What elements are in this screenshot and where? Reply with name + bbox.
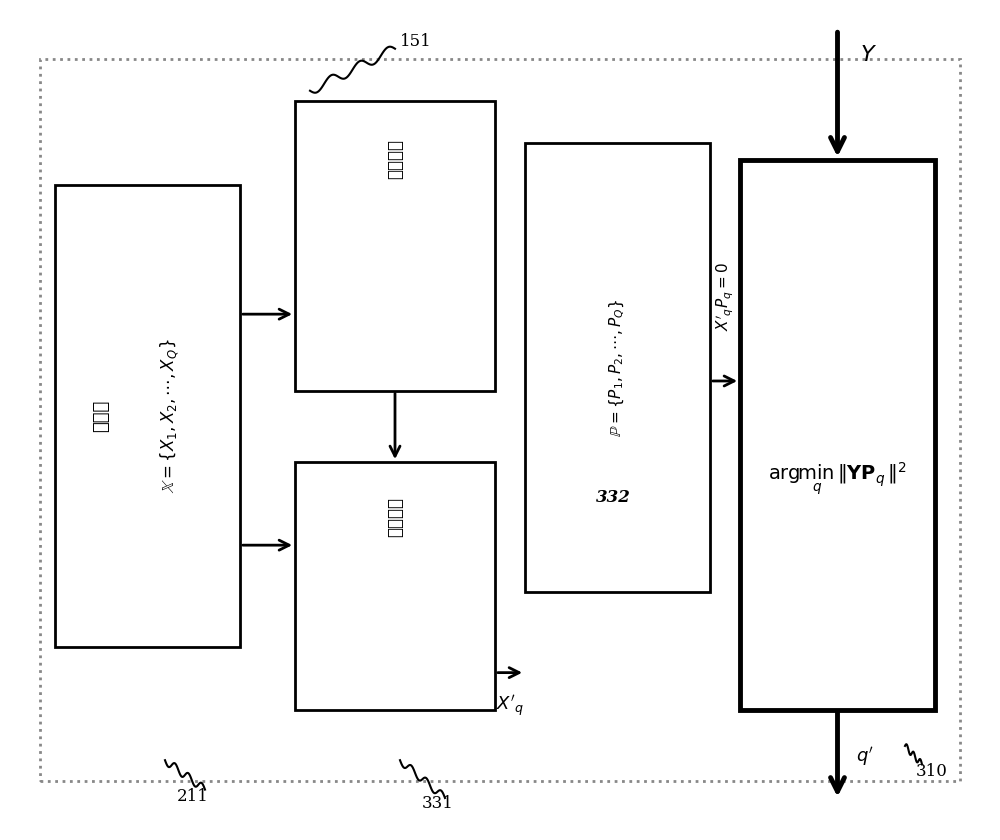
Text: $Y$: $Y$ [860, 45, 877, 65]
Text: 基底展开: 基底展开 [386, 496, 404, 537]
Bar [525, 143, 710, 592]
Text: 332: 332 [596, 489, 631, 506]
Text: $X'_qP_q=0$: $X'_qP_q=0$ [714, 263, 736, 332]
Text: 信道统计: 信道统计 [386, 139, 404, 179]
Text: $\mathrm{arg}\!\min_{\,q}\,\|\mathbf{Y}\mathbf{P}_q\|^2$: $\mathrm{arg}\!\min_{\,q}\,\|\mathbf{Y}\… [768, 460, 907, 497]
Text: 星座集: 星座集 [92, 400, 110, 432]
Text: 310: 310 [916, 763, 948, 780]
Text: $q'$: $q'$ [856, 744, 873, 768]
Text: 151: 151 [400, 34, 432, 50]
Bar [740, 160, 935, 710]
Text: $\mathbb{P}=\{P_1,P_2,\cdots,P_Q\}$: $\mathbb{P}=\{P_1,P_2,\cdots,P_Q\}$ [608, 298, 627, 437]
Text: $\mathbb{X}=\{X_1,X_2,\cdots,X_Q\}$: $\mathbb{X}=\{X_1,X_2,\cdots,X_Q\}$ [158, 339, 181, 493]
Text: $X'_q$: $X'_q$ [496, 694, 524, 719]
Bar [55, 185, 240, 647]
Bar [295, 101, 495, 391]
Text: 331: 331 [422, 795, 454, 812]
Text: 211: 211 [177, 788, 209, 805]
Bar [295, 462, 495, 710]
Bar [40, 59, 960, 781]
